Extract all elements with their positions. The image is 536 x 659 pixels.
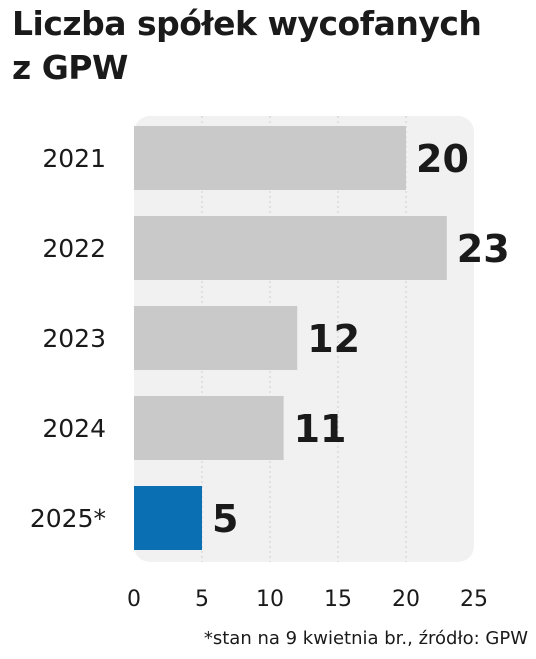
bar — [134, 216, 447, 280]
category-labels: 2021 2022 2023 2024 2025* — [30, 144, 106, 533]
x-tick-label: 0 — [127, 587, 141, 612]
x-tick-label: 10 — [256, 587, 284, 612]
x-tick-label: 15 — [324, 587, 352, 612]
x-tick-label: 20 — [392, 587, 420, 612]
value-labels: 20 23 12 11 5 — [212, 137, 510, 541]
chart-title-line-2: z GPW — [12, 48, 128, 87]
category-label: 2024 — [42, 414, 106, 443]
bar — [134, 306, 298, 370]
chart-title-line-1: Liczba spółek wycofanych — [12, 4, 482, 43]
x-tick-label: 5 — [195, 587, 209, 612]
value-label: 23 — [457, 227, 510, 271]
value-label: 5 — [212, 497, 238, 541]
category-label: 2025* — [30, 504, 106, 533]
bar — [134, 126, 406, 190]
value-label: 12 — [307, 317, 360, 361]
bar-highlighted — [134, 486, 202, 550]
chart-title: Liczba spółek wycofanych z GPW — [12, 2, 532, 90]
category-label: 2021 — [42, 144, 106, 173]
x-axis-ticks: 0 5 10 15 20 25 — [127, 587, 488, 612]
category-label: 2022 — [42, 234, 106, 263]
bar — [134, 396, 284, 460]
bars — [134, 126, 447, 550]
footnote-source: *stan na 9 kwietnia br., źródło: GPW — [203, 628, 528, 649]
x-tick-label: 25 — [460, 587, 488, 612]
value-label: 20 — [416, 137, 469, 181]
category-label: 2023 — [42, 324, 106, 353]
value-label: 11 — [294, 407, 347, 451]
